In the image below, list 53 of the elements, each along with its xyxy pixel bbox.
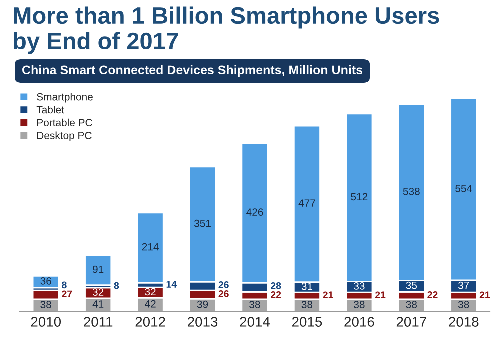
x-tick-label: 2014: [240, 317, 270, 327]
bar: [32, 275, 60, 289]
data-label: 27: [62, 290, 72, 298]
data-label: 39: [197, 300, 208, 308]
data-label: 8: [114, 282, 120, 290]
data-label: 38: [250, 301, 260, 308]
data-label: 214: [142, 243, 159, 251]
x-tick-label: 2017: [396, 317, 426, 327]
data-label: 38: [354, 301, 365, 308]
data-label: 351: [194, 220, 211, 228]
legend-label: Tablet: [36, 106, 64, 114]
x-tick-label: 2016: [344, 317, 374, 327]
legend-label: Smartphone: [37, 93, 93, 103]
x-tick-label: 2015: [292, 317, 322, 327]
data-label: 554: [456, 185, 472, 192]
legend-label: Portable PC: [37, 118, 92, 127]
data-label: 32: [145, 288, 156, 296]
data-label: 33: [354, 282, 365, 290]
data-label: 35: [406, 282, 418, 290]
data-label: 538: [403, 188, 420, 196]
data-label: 426: [246, 208, 264, 216]
data-label: 28: [271, 282, 282, 290]
legend-label: Desktop PC: [37, 132, 92, 142]
data-label: 512: [351, 193, 368, 201]
data-label: 91: [93, 266, 104, 274]
data-label: 38: [406, 301, 418, 308]
data-label: 22: [271, 292, 282, 298]
chart-subtitle: China Smart Connected Devices Shipments, Million Units: [22, 65, 363, 78]
data-label: 21: [375, 292, 386, 298]
data-label: 38: [458, 301, 470, 308]
data-label: 21: [480, 292, 490, 298]
data-label: 36: [40, 277, 52, 285]
data-label: 477: [298, 200, 316, 207]
data-label: 38: [40, 301, 52, 308]
x-tick-label: 2011: [84, 317, 113, 327]
data-label: 41: [92, 300, 104, 308]
data-label: 32: [92, 288, 104, 296]
data-label: 31: [302, 282, 313, 290]
x-tick-label: 2018: [449, 317, 479, 327]
x-tick-label: 2013: [188, 317, 218, 327]
data-label: 26: [218, 290, 229, 298]
data-label: 37: [458, 282, 470, 290]
data-label: 21: [323, 292, 334, 298]
data-label: 22: [428, 292, 438, 298]
data-label: 8: [62, 282, 67, 289]
bar: [84, 254, 112, 286]
data-label: 38: [302, 301, 313, 308]
data-label: 14: [166, 281, 177, 288]
chart-title: More than 1 Billion Smartphone Users by End of 2017: [14, 6, 440, 54]
x-tick-label: 2010: [31, 317, 62, 327]
x-tick-label: 2012: [136, 317, 166, 327]
data-label: 26: [218, 282, 229, 288]
data-label: 42: [145, 300, 156, 308]
